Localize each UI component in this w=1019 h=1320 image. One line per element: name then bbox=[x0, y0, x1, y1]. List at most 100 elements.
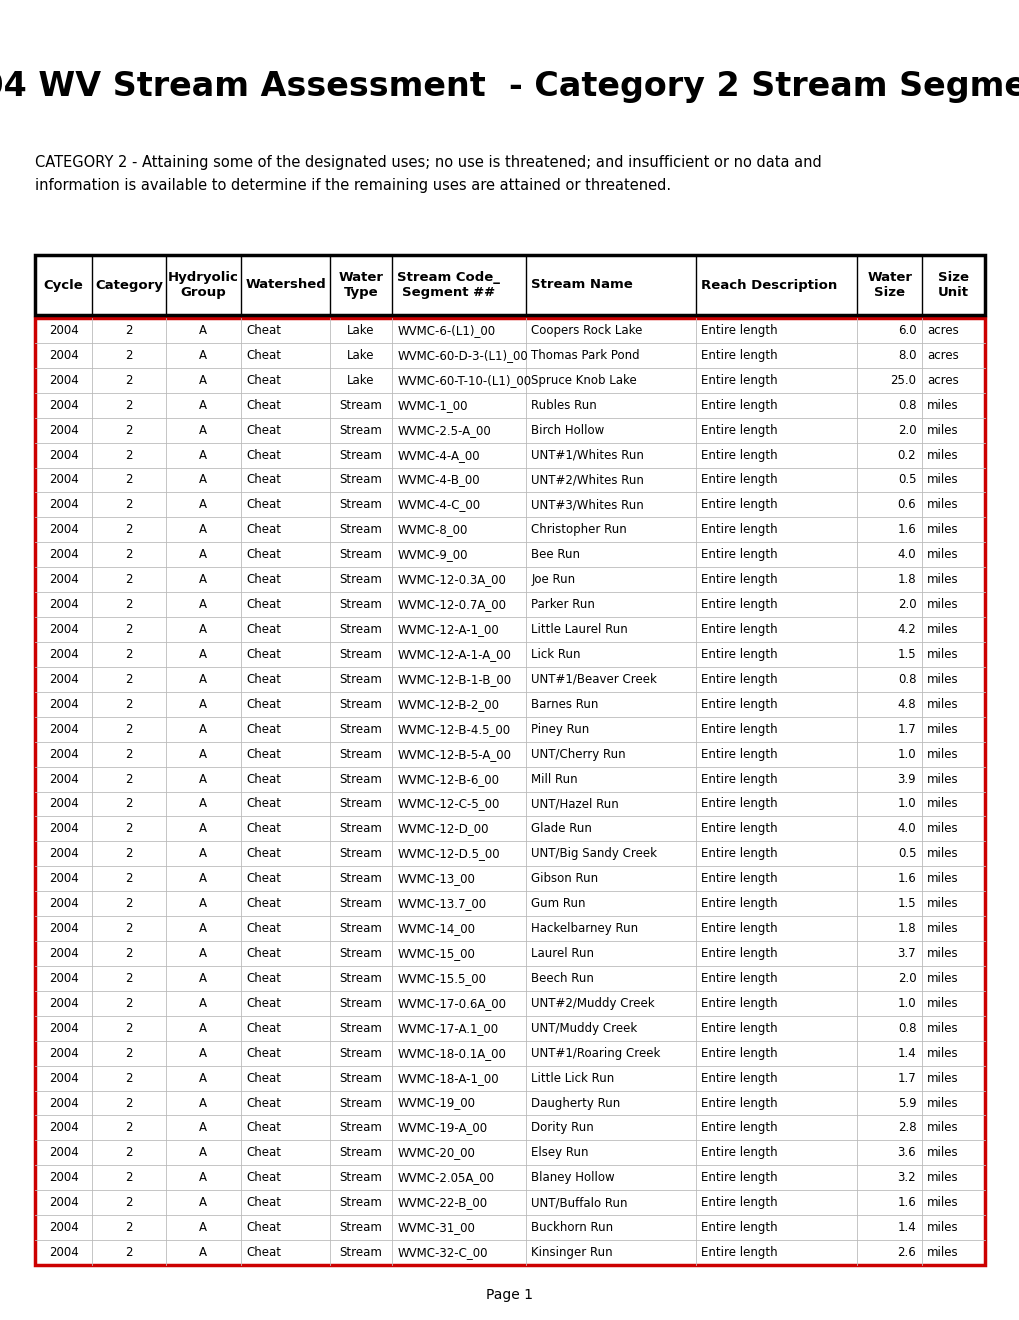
Text: miles: miles bbox=[926, 1171, 958, 1184]
Text: Stream: Stream bbox=[339, 1072, 382, 1085]
Text: A: A bbox=[199, 648, 207, 661]
Text: 2004: 2004 bbox=[49, 847, 78, 861]
Text: 2004: 2004 bbox=[49, 997, 78, 1010]
Text: CATEGORY 2 - Attaining some of the designated uses; no use is threatened; and in: CATEGORY 2 - Attaining some of the desig… bbox=[35, 154, 821, 170]
Text: Entire length: Entire length bbox=[700, 747, 776, 760]
Text: miles: miles bbox=[926, 847, 958, 861]
Text: Entire length: Entire length bbox=[700, 399, 776, 412]
Text: 2: 2 bbox=[125, 1246, 132, 1259]
Text: 2004: 2004 bbox=[49, 424, 78, 437]
Text: Stream: Stream bbox=[339, 772, 382, 785]
Text: 6.0: 6.0 bbox=[897, 323, 915, 337]
Text: WVMC-12-0.3A_00: WVMC-12-0.3A_00 bbox=[397, 573, 505, 586]
Text: Watershed: Watershed bbox=[246, 279, 326, 292]
Text: A: A bbox=[199, 548, 207, 561]
Text: Stream: Stream bbox=[339, 1097, 382, 1110]
Text: Stream: Stream bbox=[339, 847, 382, 861]
Text: Stream Code_
Segment ##: Stream Code_ Segment ## bbox=[397, 271, 499, 300]
Text: A: A bbox=[199, 1097, 207, 1110]
Text: 2: 2 bbox=[125, 1146, 132, 1159]
Text: A: A bbox=[199, 523, 207, 536]
Text: WVMC-19-A_00: WVMC-19-A_00 bbox=[397, 1122, 487, 1134]
Text: Lake: Lake bbox=[347, 348, 374, 362]
Text: 2004: 2004 bbox=[49, 598, 78, 611]
Text: miles: miles bbox=[926, 673, 958, 686]
Text: Water
Size: Water Size bbox=[866, 271, 912, 300]
Text: A: A bbox=[199, 873, 207, 886]
Text: 1.4: 1.4 bbox=[897, 1221, 915, 1234]
Text: 2004: 2004 bbox=[49, 1047, 78, 1060]
Text: A: A bbox=[199, 722, 207, 735]
Bar bbox=[35, 255, 984, 315]
Text: miles: miles bbox=[926, 1097, 958, 1110]
Text: UNT#2/Whites Run: UNT#2/Whites Run bbox=[531, 474, 643, 487]
Text: WVMC-60-D-3-(L1)_00: WVMC-60-D-3-(L1)_00 bbox=[397, 348, 528, 362]
Text: Stream: Stream bbox=[339, 499, 382, 511]
Text: miles: miles bbox=[926, 399, 958, 412]
Text: A: A bbox=[199, 1122, 207, 1134]
Text: A: A bbox=[199, 747, 207, 760]
Text: miles: miles bbox=[926, 822, 958, 836]
Text: Rubles Run: Rubles Run bbox=[531, 399, 596, 412]
Text: miles: miles bbox=[926, 1246, 958, 1259]
Text: WVMC-1_00: WVMC-1_00 bbox=[397, 399, 468, 412]
Text: 0.8: 0.8 bbox=[897, 1022, 915, 1035]
Text: WVMC-8_00: WVMC-8_00 bbox=[397, 523, 468, 536]
Text: Stream: Stream bbox=[339, 898, 382, 911]
Text: 2.0: 2.0 bbox=[897, 598, 915, 611]
Text: UNT/Muddy Creek: UNT/Muddy Creek bbox=[531, 1022, 637, 1035]
Text: Entire length: Entire length bbox=[700, 873, 776, 886]
Text: Entire length: Entire length bbox=[700, 1047, 776, 1060]
Text: Coopers Rock Lake: Coopers Rock Lake bbox=[531, 323, 642, 337]
Text: 1.5: 1.5 bbox=[897, 898, 915, 911]
Text: Cycle: Cycle bbox=[44, 279, 84, 292]
Text: 2: 2 bbox=[125, 449, 132, 462]
Text: miles: miles bbox=[926, 873, 958, 886]
Text: miles: miles bbox=[926, 548, 958, 561]
Text: 1.5: 1.5 bbox=[897, 648, 915, 661]
Text: 2004: 2004 bbox=[49, 474, 78, 487]
Text: WVMC-17-A.1_00: WVMC-17-A.1_00 bbox=[397, 1022, 498, 1035]
Text: 1.7: 1.7 bbox=[897, 1072, 915, 1085]
Text: Entire length: Entire length bbox=[700, 898, 776, 911]
Text: Lake: Lake bbox=[347, 323, 374, 337]
Text: A: A bbox=[199, 1171, 207, 1184]
Text: 1.6: 1.6 bbox=[897, 523, 915, 536]
Text: Spruce Knob Lake: Spruce Knob Lake bbox=[531, 374, 636, 387]
Text: 3.2: 3.2 bbox=[897, 1171, 915, 1184]
Text: Blaney Hollow: Blaney Hollow bbox=[531, 1171, 614, 1184]
Text: Category: Category bbox=[95, 279, 163, 292]
Text: Cheat: Cheat bbox=[246, 523, 280, 536]
Text: 3.6: 3.6 bbox=[897, 1146, 915, 1159]
Text: Stream: Stream bbox=[339, 1196, 382, 1209]
Text: Cheat: Cheat bbox=[246, 873, 280, 886]
Text: Piney Run: Piney Run bbox=[531, 722, 589, 735]
Text: 2004: 2004 bbox=[49, 698, 78, 710]
Text: Beech Run: Beech Run bbox=[531, 972, 593, 985]
Text: miles: miles bbox=[926, 698, 958, 710]
Text: 2: 2 bbox=[125, 673, 132, 686]
Text: 2004: 2004 bbox=[49, 923, 78, 935]
Text: A: A bbox=[199, 399, 207, 412]
Text: Thomas Park Pond: Thomas Park Pond bbox=[531, 348, 639, 362]
Text: WVMC-14_00: WVMC-14_00 bbox=[397, 923, 475, 935]
Text: 2004: 2004 bbox=[49, 1196, 78, 1209]
Text: Stream: Stream bbox=[339, 797, 382, 810]
Text: WVMC-18-0.1A_00: WVMC-18-0.1A_00 bbox=[397, 1047, 505, 1060]
Text: Cheat: Cheat bbox=[246, 1072, 280, 1085]
Text: 2004: 2004 bbox=[49, 822, 78, 836]
Text: 2: 2 bbox=[125, 997, 132, 1010]
Text: 2004: 2004 bbox=[49, 648, 78, 661]
Text: WVMC-17-0.6A_00: WVMC-17-0.6A_00 bbox=[397, 997, 505, 1010]
Text: Entire length: Entire length bbox=[700, 623, 776, 636]
Text: Size
Unit: Size Unit bbox=[937, 271, 968, 300]
Text: miles: miles bbox=[926, 1047, 958, 1060]
Text: Stream: Stream bbox=[339, 424, 382, 437]
Text: 2: 2 bbox=[125, 648, 132, 661]
Text: A: A bbox=[199, 449, 207, 462]
Text: Joe Run: Joe Run bbox=[531, 573, 575, 586]
Text: 0.6: 0.6 bbox=[897, 499, 915, 511]
Text: miles: miles bbox=[926, 946, 958, 960]
Text: Entire length: Entire length bbox=[700, 972, 776, 985]
Text: Buckhorn Run: Buckhorn Run bbox=[531, 1221, 612, 1234]
